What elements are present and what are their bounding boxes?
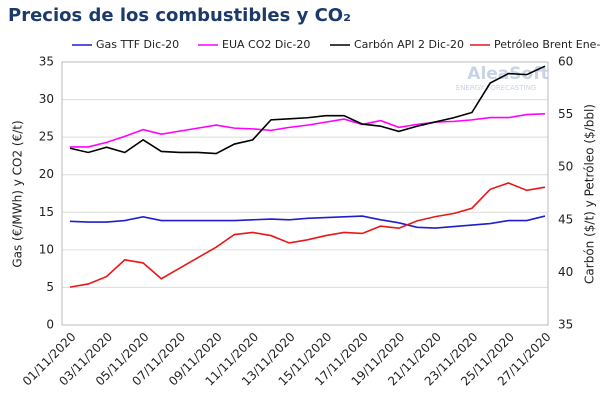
y2-axis-label: Carbón ($/t) y Petróleo ($/bbl) [583,104,597,284]
y2-tick-label: 45 [558,212,573,226]
y-axis-label: Gas (€/MWh) y CO2 (€/t) [11,120,25,267]
series-line [69,65,546,155]
legend-label: Gas TTF Dic-20 [96,38,179,51]
y2-tick-label: 55 [558,107,573,121]
legend-label: Carbón API 2 Dic-20 [354,38,464,51]
y-tick-label: 35 [39,55,54,69]
y2-tick-label: 35 [558,318,573,332]
plot-border [61,61,549,326]
y2-tick-label: 50 [558,160,573,174]
y-tick-label: 0 [46,318,54,332]
y2-tick-label: 40 [558,265,573,279]
y-tick-label: 25 [39,130,54,144]
legend-label: Petróleo Brent Ene-21 [494,38,600,51]
chart-title: Precios de los combustibles y CO₂ [8,5,351,26]
y-tick-label: 30 [39,92,54,106]
series-line [69,215,546,229]
y-tick-label: 10 [39,242,54,256]
y-tick-label: 5 [46,280,54,294]
y-tick-label: 20 [39,167,54,181]
series-line [70,113,546,148]
watermark: ENERGY FORECASTING [456,84,536,92]
y2-tick-label: 60 [558,55,573,69]
y-tick-label: 15 [39,205,54,219]
series-line [69,182,546,288]
legend-label: EUA CO2 Dic-20 [222,38,310,51]
